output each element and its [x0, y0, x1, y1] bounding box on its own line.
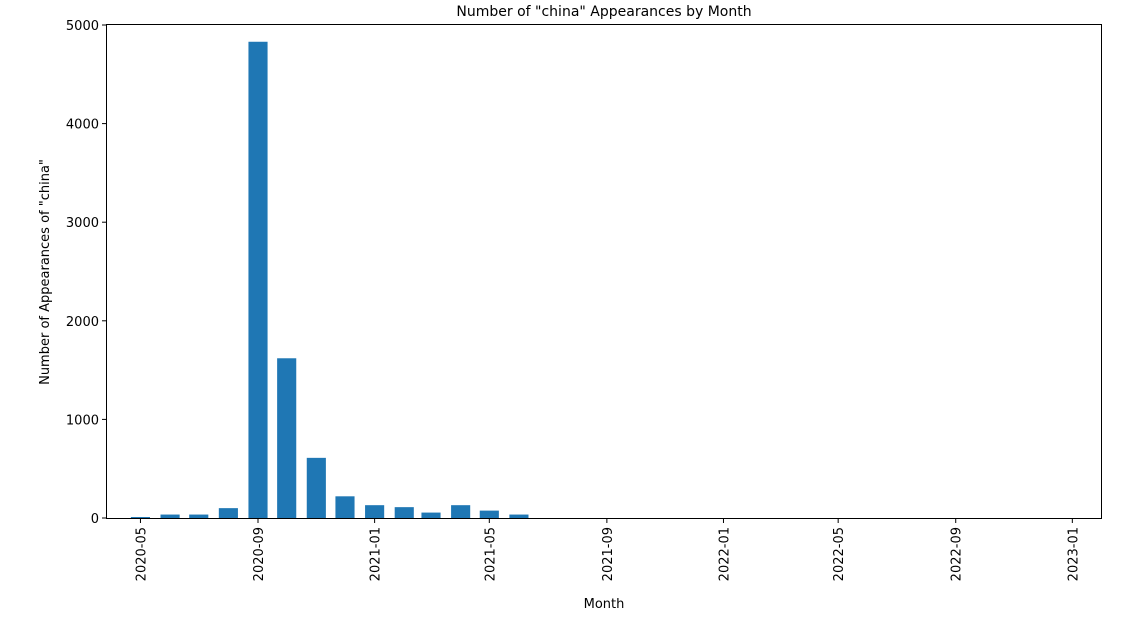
x-axis: 2020-05 2020-09 2021-01 2021-05 2021-09 2022-… [134, 518, 1081, 581]
x-tick-label: 2020-05 [134, 527, 149, 581]
x-axis-label: Month [584, 597, 625, 612]
x-tick-label: 2021-05 [483, 527, 498, 581]
plot-frame [106, 24, 1102, 519]
bar-2020-08 [218, 508, 238, 518]
x-tick-label: 2021-09 [601, 527, 616, 581]
y-tick-label: 4000 [66, 118, 99, 133]
chart-title: Number of "china" Appearances by Month [456, 4, 751, 20]
bar-2020-06 [160, 514, 180, 518]
x-tick-label: 2021-01 [369, 527, 384, 581]
x-tick-label: 2022-09 [950, 527, 965, 581]
bar-2021-01 [365, 505, 385, 518]
bar-2021-05 [479, 510, 499, 518]
bar-2020-07 [189, 514, 209, 518]
y-axis-label: Number of Appearances of "china" [38, 159, 53, 385]
bar-2020-11 [306, 457, 326, 518]
bar-2020-10 [277, 358, 297, 518]
x-tick-label: 2020-09 [252, 527, 267, 581]
bar-2021-03 [421, 512, 441, 518]
y-tick-label: 5000 [66, 19, 99, 34]
y-tick-label: 3000 [66, 216, 99, 231]
bar-2020-05 [130, 517, 151, 518]
x-tick-label: 2023-01 [1066, 527, 1081, 581]
bars [130, 41, 529, 518]
x-tick-label: 2022-01 [717, 527, 732, 581]
bar-2020-12 [335, 496, 355, 518]
y-axis: 0 1000 2000 3000 4000 5000 [66, 19, 107, 527]
bar-2021-06 [509, 514, 529, 518]
y-tick-label: 1000 [66, 413, 99, 428]
y-tick-label: 2000 [66, 315, 99, 330]
x-tick-label: 2022-05 [832, 527, 847, 581]
y-tick-label: 0 [91, 512, 99, 527]
bar-2021-02 [394, 507, 414, 518]
bar-2021-04 [451, 505, 471, 518]
bar-2020-09 [248, 41, 268, 518]
